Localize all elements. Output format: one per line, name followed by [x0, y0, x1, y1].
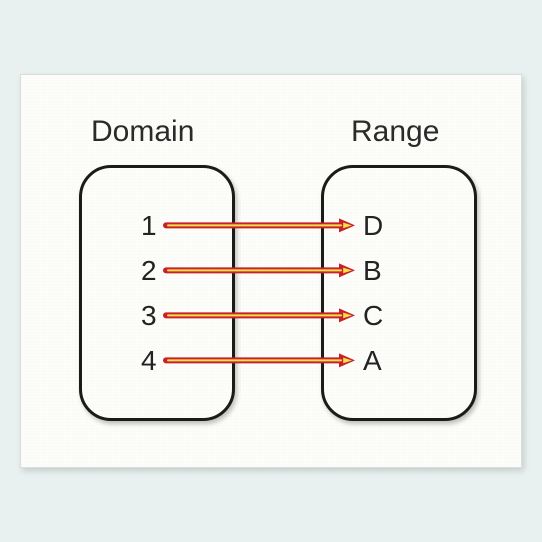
domain-item-1: 2: [141, 255, 157, 287]
domain-item-3: 4: [141, 345, 157, 377]
range-item-3: A: [363, 345, 382, 377]
range-item-2: C: [363, 300, 383, 332]
domain-item-2: 3: [141, 300, 157, 332]
mapping-arrows: [21, 75, 521, 467]
range-item-1: B: [363, 255, 382, 287]
diagram-card: Domain Range 1234DBCA: [20, 74, 522, 468]
range-item-0: D: [363, 210, 383, 242]
domain-item-0: 1: [141, 210, 157, 242]
